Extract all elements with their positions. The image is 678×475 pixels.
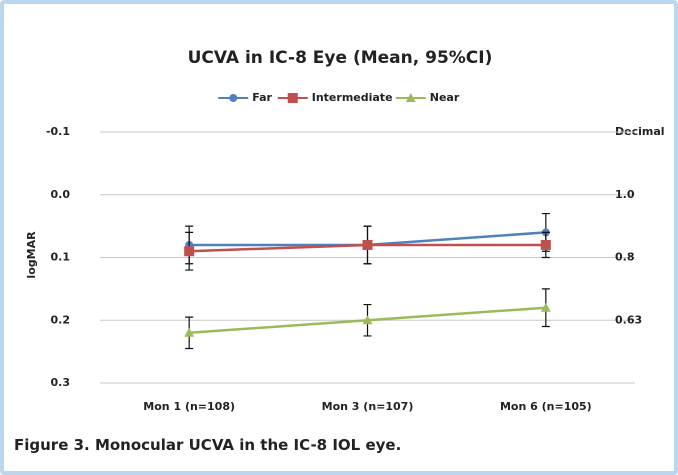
y-tick-label: 0.2 bbox=[51, 313, 71, 326]
marker bbox=[184, 327, 195, 337]
chart: UCVA in IC-8 Eye (Mean, 95%CI) logMAR De… bbox=[25, 48, 665, 413]
marker bbox=[405, 93, 416, 102]
marker bbox=[287, 93, 298, 103]
marker bbox=[362, 315, 373, 325]
y-tick-label: 0.0 bbox=[51, 188, 71, 201]
y-tick-label: -0.1 bbox=[46, 125, 70, 138]
x-tick-label: Mon 3 (n=107) bbox=[322, 400, 414, 413]
x-tick-label: Mon 1 (n=108) bbox=[143, 400, 235, 413]
marker bbox=[362, 239, 373, 250]
y2-tick-label: 0.63 bbox=[615, 313, 642, 326]
marker bbox=[540, 302, 551, 312]
chart-title: UCVA in IC-8 Eye (Mean, 95%CI) bbox=[188, 48, 493, 68]
y2-tick-label: 1.0 bbox=[615, 188, 635, 201]
legend-label: Far bbox=[252, 91, 272, 104]
y-tick-label: 0.3 bbox=[51, 376, 71, 389]
marker bbox=[184, 246, 195, 257]
marker bbox=[540, 239, 551, 250]
marker bbox=[229, 94, 238, 102]
caption: Figure 3. Monocular UCVA in the IC-8 IOL… bbox=[14, 436, 402, 454]
y2-axis-label: Decimal bbox=[615, 125, 665, 138]
x-tick-label: Mon 6 (n=105) bbox=[500, 400, 592, 413]
legend-label: Near bbox=[430, 91, 460, 104]
y2-tick-label: 0.8 bbox=[615, 251, 635, 264]
y-tick-label: 0.1 bbox=[51, 251, 71, 264]
y-axis-label: logMAR bbox=[25, 231, 38, 279]
legend-label: Intermediate bbox=[312, 91, 393, 104]
